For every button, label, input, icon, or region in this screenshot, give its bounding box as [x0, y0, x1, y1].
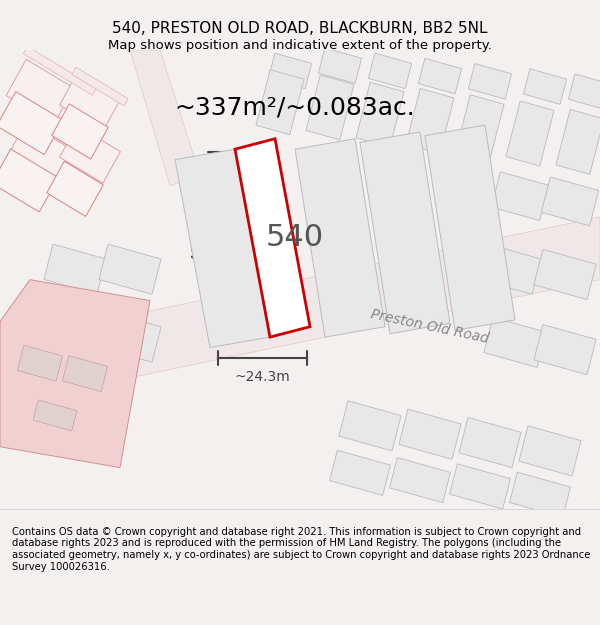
- Polygon shape: [99, 312, 161, 362]
- Polygon shape: [339, 401, 401, 451]
- Polygon shape: [52, 104, 108, 159]
- Polygon shape: [389, 458, 451, 503]
- Text: ~337m²/~0.083ac.: ~337m²/~0.083ac.: [175, 96, 415, 119]
- Polygon shape: [99, 244, 161, 294]
- Polygon shape: [456, 95, 504, 160]
- Polygon shape: [425, 125, 515, 331]
- Polygon shape: [0, 91, 64, 154]
- Polygon shape: [556, 109, 600, 174]
- Polygon shape: [399, 409, 461, 459]
- Polygon shape: [484, 318, 546, 368]
- Polygon shape: [534, 249, 596, 299]
- Polygon shape: [47, 161, 103, 216]
- Polygon shape: [356, 82, 404, 148]
- Polygon shape: [506, 101, 554, 166]
- Text: Preston Old Road: Preston Old Road: [370, 308, 490, 346]
- Polygon shape: [62, 356, 107, 392]
- Polygon shape: [235, 139, 310, 337]
- Text: Map shows position and indicative extent of the property.: Map shows position and indicative extent…: [108, 39, 492, 51]
- Text: Contains OS data © Crown copyright and database right 2021. This information is : Contains OS data © Crown copyright and d…: [12, 527, 590, 571]
- Polygon shape: [59, 126, 121, 183]
- Polygon shape: [44, 382, 106, 428]
- Polygon shape: [523, 69, 566, 104]
- Polygon shape: [469, 64, 512, 99]
- Text: 540, PRESTON OLD ROAD, BLACKBURN, BB2 5NL: 540, PRESTON OLD ROAD, BLACKBURN, BB2 5N…: [112, 21, 488, 36]
- Polygon shape: [568, 74, 600, 109]
- Polygon shape: [509, 472, 571, 518]
- Polygon shape: [44, 244, 106, 294]
- Polygon shape: [306, 75, 354, 140]
- Polygon shape: [33, 400, 77, 431]
- Polygon shape: [0, 280, 150, 468]
- Polygon shape: [59, 73, 121, 131]
- Polygon shape: [256, 70, 304, 134]
- Polygon shape: [368, 53, 412, 89]
- Polygon shape: [72, 68, 128, 106]
- Text: ~24.3m: ~24.3m: [235, 370, 290, 384]
- Text: 540: 540: [266, 223, 324, 253]
- Polygon shape: [295, 139, 385, 337]
- Polygon shape: [17, 345, 62, 381]
- Polygon shape: [44, 312, 106, 362]
- Polygon shape: [479, 244, 541, 294]
- Polygon shape: [175, 149, 270, 348]
- Polygon shape: [541, 177, 599, 226]
- Polygon shape: [0, 217, 600, 405]
- Polygon shape: [268, 53, 311, 89]
- Polygon shape: [6, 59, 74, 124]
- Polygon shape: [319, 48, 362, 83]
- Polygon shape: [130, 50, 200, 186]
- Polygon shape: [6, 122, 74, 187]
- Polygon shape: [534, 324, 596, 375]
- Polygon shape: [360, 132, 450, 334]
- Polygon shape: [329, 450, 391, 496]
- Polygon shape: [491, 172, 548, 221]
- Text: ~40.0m: ~40.0m: [190, 215, 204, 271]
- Polygon shape: [23, 46, 97, 96]
- Polygon shape: [418, 58, 461, 94]
- Polygon shape: [519, 426, 581, 476]
- Polygon shape: [0, 149, 58, 212]
- Polygon shape: [406, 89, 454, 154]
- Polygon shape: [449, 464, 511, 509]
- Polygon shape: [459, 418, 521, 468]
